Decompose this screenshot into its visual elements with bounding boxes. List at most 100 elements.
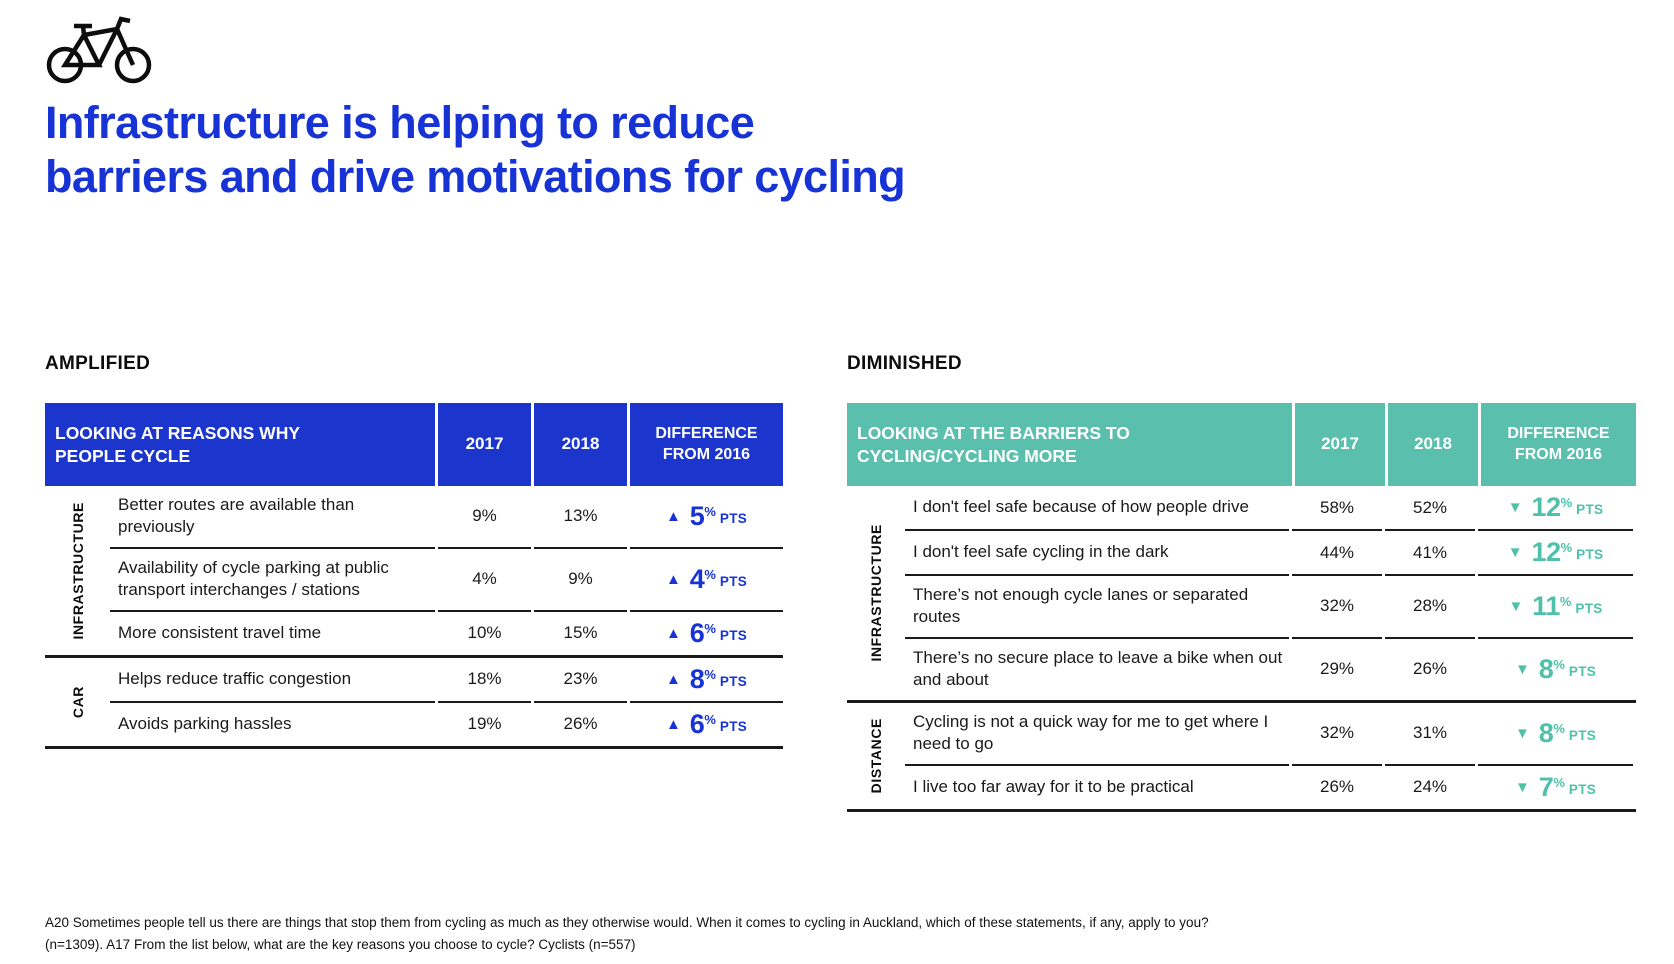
value-2017: 18% (438, 658, 531, 703)
table-row: There’s no secure place to leave a bike … (905, 639, 1636, 700)
arrow-down-icon: ▼ (1507, 544, 1523, 561)
value-2018: 23% (534, 658, 627, 703)
pts-label: PTS (719, 718, 748, 734)
amplified-section-label: AMPLIFIED (45, 353, 151, 374)
reason-cell: I don't feel safe because of how people … (905, 486, 1289, 531)
value-2018: 41% (1385, 531, 1475, 576)
value-2017: 44% (1292, 531, 1382, 576)
bicycle-icon (46, 16, 152, 84)
header-title-line: LOOKING AT THE BARRIERS TO (857, 422, 1130, 443)
diff-value: 7% (1538, 771, 1565, 802)
diff-cell: ▼ 12% PTS (1478, 486, 1633, 531)
footnote-line1: A20 Sometimes people tell us there are t… (45, 915, 1209, 930)
arrow-up-icon: ▲ (665, 670, 681, 688)
value-2017: 10% (467, 623, 502, 643)
pts-label: PTS (719, 573, 748, 589)
value-2018: 31% (1385, 703, 1475, 766)
pts-label: PTS (1575, 600, 1603, 616)
diff-value: 12% (1531, 537, 1573, 567)
survey-footnote: A20 Sometimes people tell us there are t… (45, 912, 1605, 957)
value-2018: 24% (1412, 777, 1448, 797)
table-row: I live too far away for it to be practic… (905, 766, 1636, 809)
group-label: INFRASTRUCTURE (868, 524, 884, 662)
diff-cell: ▼ 12% PTS (1478, 531, 1633, 576)
diminished-table-body: INFRASTRUCTURE I don't feel safe because … (847, 486, 1636, 812)
diff-cell: ▲ 5% PTS (630, 486, 783, 549)
value-2018: 26% (1412, 659, 1448, 679)
arrow-down-icon: ▼ (1514, 724, 1530, 742)
diff-cell: ▲ 6% PTS (630, 703, 783, 746)
header-diff-line: FROM 2016 (1514, 445, 1603, 463)
amplified-table: AMPLIFIED LOOKING AT REASONS WHY PEOPLE C… (45, 353, 783, 749)
diff-cell: ▲ 6% PTS (630, 612, 783, 655)
reason-cell: There’s no secure place to leave a bike … (913, 647, 1283, 690)
pts-label: PTS (1568, 781, 1597, 797)
diff-value: 8% (1538, 717, 1565, 748)
arrow-down-icon: ▼ (1514, 660, 1530, 678)
diminished-table-header: LOOKING AT THE BARRIERS TO CYCLING/CYCLIN… (847, 403, 1636, 486)
group-label: DISTANCE (868, 718, 884, 794)
value-2017: 58% (1292, 486, 1382, 531)
header-diff-line: DIFFERENCE (655, 424, 758, 442)
group-rows: I don't feel safe because of how people … (905, 486, 1636, 700)
pts-label: PTS (719, 673, 748, 689)
diff-value: 4% (689, 563, 716, 594)
reason-cell: I don't feel safe cycling in the dark (905, 531, 1289, 576)
group-label: CAR (69, 685, 86, 718)
diff-value: 6% (689, 617, 716, 648)
diff-value: 5% (689, 500, 716, 531)
header-title-line: PEOPLE CYCLE (55, 445, 191, 466)
diff-cell: ▼ 11% PTS (1478, 576, 1633, 639)
column-header-difference: DIFFERENCE FROM 2016 (1481, 403, 1636, 486)
percent-sign: % (704, 666, 716, 682)
percent-sign: % (1559, 593, 1572, 609)
diff-value: 6% (689, 708, 716, 739)
reason-cell: Cycling is not a quick way for me to get… (905, 703, 1289, 766)
diminished-section-label: DIMINISHED (847, 353, 962, 374)
percent-sign: % (1560, 495, 1573, 510)
group-label-cell: INFRASTRUCTURE (847, 486, 905, 700)
amplified-table-header: LOOKING AT REASONS WHY PEOPLE CYCLE 2017 … (45, 403, 783, 486)
row-group: INFRASTRUCTURE I don't feel safe because … (847, 486, 1636, 703)
percent-sign: % (704, 620, 716, 636)
group-rows: Helps reduce traffic congestion 18% 23% ▲ 8%… (110, 658, 783, 746)
diff-value: 11% (1532, 590, 1572, 621)
column-header-2018: 2018 (534, 403, 627, 486)
percent-sign: % (1560, 540, 1573, 555)
pts-label: PTS (719, 627, 748, 643)
table-row: Avoids parking hassles 19% 26% ▲ 6% PTS (110, 703, 783, 746)
diff-value: 12% (1531, 492, 1573, 522)
table-row: Cycling is not a quick way for me to get… (905, 703, 1636, 766)
row-group: CAR Helps reduce traffic congestion 18% 23%… (45, 658, 783, 749)
reason-cell: Avoids parking hassles (118, 714, 292, 734)
table-row: Helps reduce traffic congestion 18% 23% ▲ 8%… (110, 658, 783, 703)
pts-label: PTS (1568, 663, 1597, 679)
value-2017: 32% (1292, 703, 1382, 766)
reason-cell: More consistent travel time (118, 623, 322, 643)
value-2018: 9% (534, 549, 627, 612)
value-2018: 13% (534, 486, 627, 549)
diff-value: 8% (1538, 653, 1565, 684)
value-2017: 32% (1292, 576, 1382, 639)
table-row: I don't feel safe cycling in the dark 44%… (905, 531, 1636, 576)
value-2017: 9% (438, 486, 531, 549)
header-diff-line: FROM 2016 (662, 445, 751, 463)
arrow-up-icon: ▲ (665, 624, 681, 642)
column-header-2017: 2017 (1295, 403, 1385, 486)
pts-label: PTS (719, 510, 748, 526)
amplified-header-title: LOOKING AT REASONS WHY PEOPLE CYCLE (45, 403, 435, 486)
value-2017: 4% (438, 549, 531, 612)
amplified-table-body: INFRASTRUCTURE Better routes are availabl… (45, 486, 783, 749)
percent-sign: % (1553, 656, 1565, 672)
pts-label: PTS (1568, 727, 1597, 743)
pts-label: PTS (1576, 547, 1604, 562)
arrow-up-icon: ▲ (665, 715, 681, 733)
arrow-down-icon: ▼ (1508, 597, 1524, 615)
reason-cell: Better routes are available than previou… (110, 486, 435, 549)
value-2018: 28% (1385, 576, 1475, 639)
percent-sign: % (1553, 774, 1565, 790)
group-rows: Better routes are available than previou… (110, 486, 783, 655)
group-label-cell: INFRASTRUCTURE (45, 486, 110, 655)
value-2018: 26% (563, 714, 598, 734)
column-header-difference: DIFFERENCE FROM 2016 (630, 403, 783, 486)
